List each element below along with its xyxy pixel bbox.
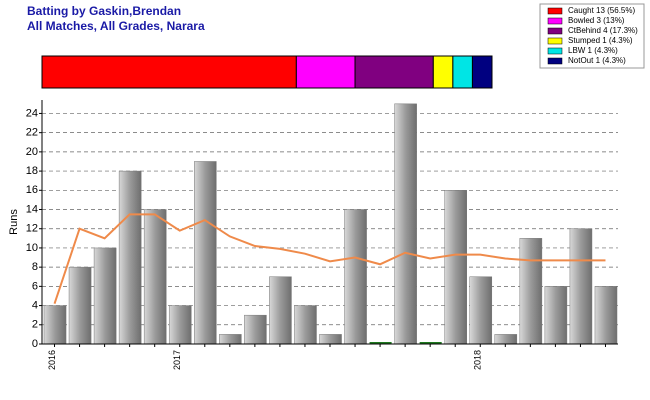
dismissal-segment — [452, 55, 473, 89]
legend-swatch — [547, 47, 563, 55]
legend-swatch — [547, 7, 563, 15]
bar — [419, 342, 442, 344]
x-tick-label: 2017 — [172, 350, 182, 370]
bar — [244, 314, 267, 345]
bar — [369, 342, 392, 344]
y-tick-label: 8 — [32, 261, 38, 273]
bar — [519, 238, 543, 345]
bar — [118, 170, 142, 345]
bar — [494, 334, 518, 345]
dismissal-segment — [471, 55, 493, 89]
y-tick-label: 12 — [26, 223, 38, 235]
legend-swatch — [547, 17, 563, 25]
y-tick-label: 4 — [32, 299, 38, 311]
bar — [194, 161, 217, 345]
bar — [569, 228, 593, 345]
legend-label: LBW 1 (4.3%) — [568, 46, 618, 55]
bar — [68, 266, 92, 345]
x-tick-label: 2016 — [47, 350, 57, 370]
legend-swatch — [547, 27, 563, 35]
chart-title: Batting by Gaskin,Brendan — [27, 4, 181, 18]
y-tick-label: 16 — [26, 184, 38, 196]
bar — [394, 103, 417, 345]
dismissal-segment — [295, 55, 356, 89]
legend-label: Bowled 3 (13%) — [568, 16, 625, 25]
bar — [43, 305, 67, 345]
bar — [344, 209, 367, 345]
y-tick-label: 18 — [26, 165, 38, 177]
y-tick-label: 20 — [26, 146, 38, 158]
dismissal-segment — [41, 55, 297, 89]
chart-subtitle: All Matches, All Grades, Narara — [27, 19, 205, 33]
bar — [444, 190, 467, 345]
dismissal-segment — [432, 55, 454, 89]
y-tick-label: 10 — [26, 242, 38, 254]
y-tick-label: 6 — [32, 280, 38, 292]
bar — [168, 305, 192, 345]
dismissal-segment — [354, 55, 434, 89]
legend-label: CtBehind 4 (17.3%) — [568, 26, 638, 35]
bar — [544, 286, 568, 345]
legend-label: NotOut 1 (4.3%) — [568, 56, 626, 65]
bar — [269, 276, 292, 345]
average-line — [53, 213, 606, 304]
legend-swatch — [547, 57, 563, 65]
legend-label: Caught 13 (56.5%) — [568, 6, 635, 15]
legend-swatch — [547, 37, 563, 45]
bar — [319, 334, 342, 345]
y-tick-label: 0 — [32, 338, 38, 350]
legend-box — [539, 3, 645, 69]
bar — [93, 247, 117, 345]
y-axis-label: Runs — [8, 209, 20, 235]
y-tick-label: 22 — [26, 127, 38, 139]
y-tick-label: 14 — [26, 203, 38, 215]
bar — [143, 209, 167, 345]
bar — [594, 286, 618, 345]
bar — [219, 334, 242, 345]
y-tick-label: 24 — [26, 107, 38, 119]
bar — [469, 276, 493, 345]
y-tick-label: 2 — [32, 319, 38, 331]
x-tick-label: 2018 — [473, 350, 483, 370]
bar — [294, 305, 317, 345]
legend-label: Stumped 1 (4.3%) — [568, 36, 633, 45]
